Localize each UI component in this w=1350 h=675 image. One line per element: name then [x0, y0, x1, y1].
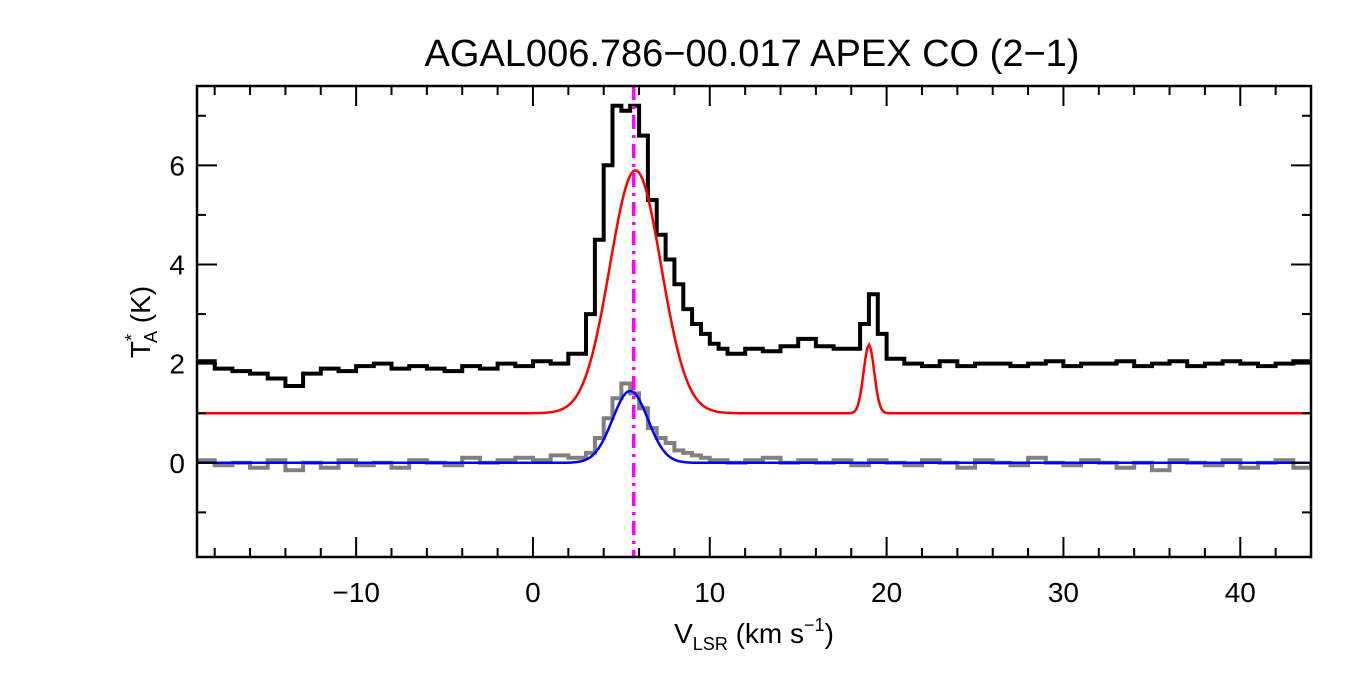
y-tick-labels: 0 2 4 6: [169, 150, 185, 478]
series-fit: [197, 389, 1311, 465]
x-tick-label: 40: [1225, 577, 1256, 608]
x-tick-label: −10: [332, 577, 380, 608]
x-tick-label: 10: [694, 577, 725, 608]
series-fit-offset: [197, 168, 1311, 415]
chart-title: AGAL006.786−00.017 APEX CO (2−1): [425, 33, 1080, 75]
x-tick-label: 30: [1048, 577, 1079, 608]
x-tick-labels: −10 0 10 20 30 40: [332, 577, 1255, 608]
y-axis-label: T*A (K): [122, 286, 161, 358]
plot-frame: [195, 84, 1313, 559]
y-tick-label: 0: [169, 448, 185, 479]
x-tick-label: 0: [525, 577, 541, 608]
series-spectrum: [197, 381, 1311, 473]
y-tick-label: 2: [169, 349, 185, 380]
y-tick-label: 4: [169, 249, 185, 280]
x-tick-label: 20: [871, 577, 902, 608]
series-spectrum-offset: [197, 103, 1311, 388]
y-tick-label: 6: [169, 150, 185, 181]
ticks-layer: [197, 86, 1312, 557]
x-axis-label: VLSR (km s−1): [674, 615, 834, 654]
series-layer: [197, 103, 1311, 473]
